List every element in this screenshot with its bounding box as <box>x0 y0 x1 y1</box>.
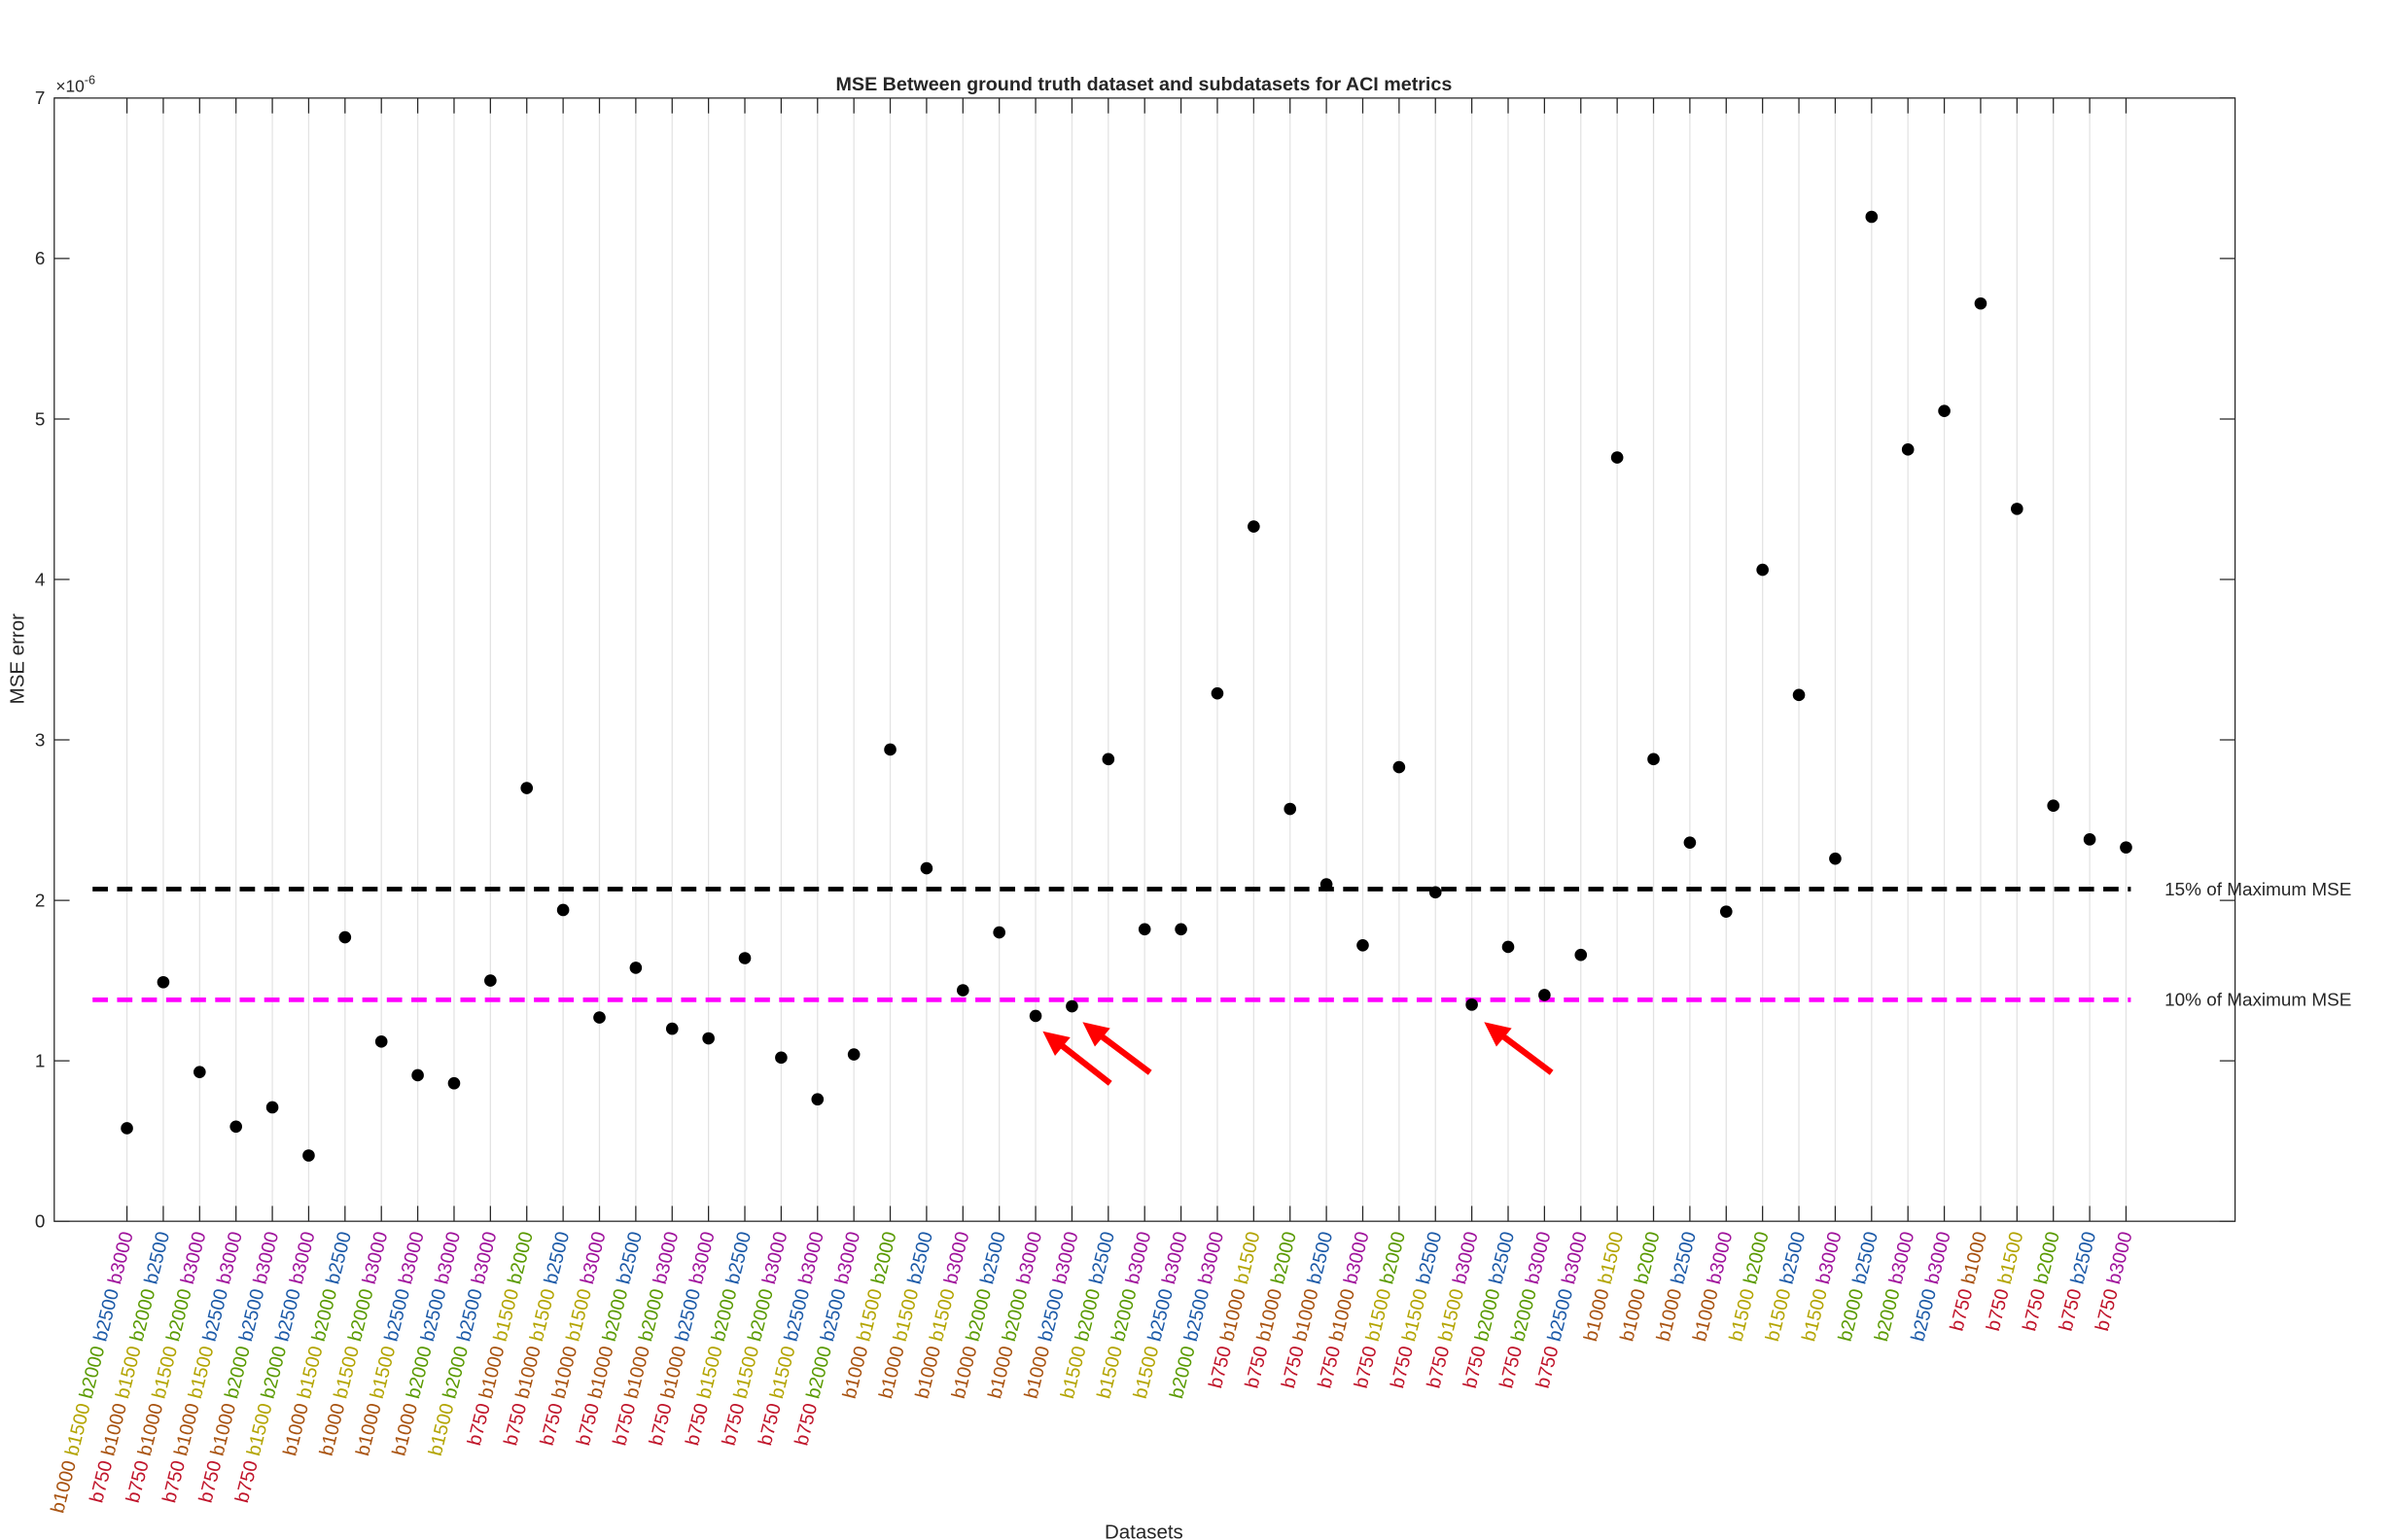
data-point <box>993 926 1005 939</box>
y-axis-label: MSE error <box>6 613 28 704</box>
data-point <box>2083 833 2096 846</box>
data-point <box>1647 752 1660 766</box>
data-point <box>520 782 534 794</box>
y-tick-label: 0 <box>35 1211 46 1232</box>
y-tick-label: 1 <box>35 1051 46 1071</box>
data-point <box>447 1076 461 1090</box>
y-tick-label: 2 <box>35 891 46 911</box>
data-point <box>593 1011 606 1024</box>
data-point <box>1102 752 1115 766</box>
data-point <box>738 952 752 964</box>
data-point <box>1865 210 1879 224</box>
arrow-head <box>1042 1031 1071 1056</box>
data-point <box>702 1032 715 1045</box>
data-point <box>1428 886 1442 899</box>
data-point <box>811 1093 825 1106</box>
y-multiplier-exponent: -6 <box>85 74 95 88</box>
data-point <box>1319 878 1333 891</box>
data-point <box>484 974 497 987</box>
data-point <box>411 1068 424 1082</box>
data-point <box>1719 905 1733 918</box>
data-point <box>1756 563 1769 577</box>
data-point <box>1465 998 1478 1011</box>
data-point <box>629 962 643 974</box>
arrow <box>1059 1042 1112 1086</box>
data-point <box>2120 841 2132 854</box>
arrow-head <box>1484 1022 1512 1047</box>
chart-title: MSE Between ground truth dataset and sub… <box>836 74 1453 95</box>
data-point <box>1792 688 1806 702</box>
reference-line-label: 10% of Maximum MSE <box>2164 991 2351 1011</box>
data-point <box>1211 686 1224 700</box>
data-point <box>920 861 933 875</box>
data-point <box>1392 760 1406 774</box>
annotation-arrows <box>1042 1022 1554 1086</box>
data-point <box>193 1066 206 1078</box>
data-point <box>374 1035 388 1048</box>
data-point <box>229 1120 242 1134</box>
data-point <box>1974 297 1987 310</box>
arrow-head <box>1082 1022 1110 1047</box>
data-point <box>1610 451 1624 464</box>
arrow <box>1099 1032 1152 1075</box>
data-point <box>556 903 570 917</box>
data-point <box>157 975 170 989</box>
data-point <box>1029 1009 1042 1023</box>
y-tick-label: 5 <box>35 409 46 430</box>
data-point <box>956 984 969 997</box>
data-point <box>1066 999 1078 1013</box>
data-point <box>665 1022 679 1035</box>
data-point <box>1683 836 1697 849</box>
arrow <box>1500 1032 1554 1075</box>
y-multiplier: ×10-6 <box>55 74 95 96</box>
data-point <box>1356 938 1369 952</box>
data-point <box>1501 940 1515 954</box>
data-point <box>775 1051 788 1065</box>
data-point <box>1901 443 1915 456</box>
y-tick-label: 6 <box>35 249 46 269</box>
data-point <box>1938 404 1951 418</box>
data-point <box>1574 948 1588 962</box>
y-tick-label: 3 <box>35 730 46 751</box>
data-point <box>2047 799 2060 813</box>
data-point <box>1175 923 1187 936</box>
data-point <box>265 1101 279 1114</box>
data-point <box>1138 923 1151 936</box>
data-point <box>1538 989 1551 1001</box>
data-point <box>302 1149 315 1162</box>
data-point <box>1248 520 1260 533</box>
data-point <box>121 1122 133 1135</box>
x-axis-label: Datasets <box>1105 1521 1183 1540</box>
data-point <box>847 1048 861 1061</box>
data-point <box>1829 852 1842 865</box>
data-point <box>2011 503 2023 515</box>
y-multiplier-base: ×10 <box>55 77 84 96</box>
data-point <box>884 743 897 756</box>
data-point <box>1284 802 1297 816</box>
y-tick-label: 4 <box>35 570 46 590</box>
data-point <box>338 930 352 944</box>
reference-line-label: 15% of Maximum MSE <box>2164 880 2351 900</box>
y-tick-label: 7 <box>35 88 46 109</box>
